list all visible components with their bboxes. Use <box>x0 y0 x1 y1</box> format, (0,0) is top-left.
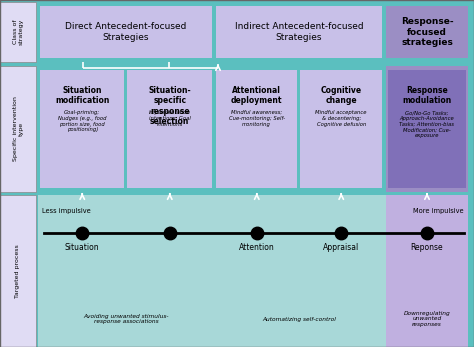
Text: More impulsive: More impulsive <box>413 208 464 214</box>
Text: Cognitive
change: Cognitive change <box>321 86 362 105</box>
FancyBboxPatch shape <box>40 6 212 58</box>
Text: Mindful acceptance
& decentering;
Cognitive defusion: Mindful acceptance & decentering; Cognit… <box>316 110 367 127</box>
FancyBboxPatch shape <box>386 6 468 58</box>
Text: Situation
modification: Situation modification <box>55 86 109 105</box>
Text: Go/No-Go Tasks;
Approach-Avoidance
Tasks; Attention-bias
Modification; Cue-
expo: Go/No-Go Tasks; Approach-Avoidance Tasks… <box>400 110 455 138</box>
Text: Class of
strategy: Class of strategy <box>13 19 23 45</box>
Text: Specific intervention
type: Specific intervention type <box>13 96 23 161</box>
FancyBboxPatch shape <box>386 195 468 347</box>
Text: Avoiding unwanted stimulus-
response associations: Avoiding unwanted stimulus- response ass… <box>83 314 169 324</box>
FancyBboxPatch shape <box>38 66 472 192</box>
FancyBboxPatch shape <box>0 66 36 192</box>
FancyBboxPatch shape <box>388 70 466 188</box>
Text: Goal-priming;
Nudges (e.g., food
portion size, food
positioning): Goal-priming; Nudges (e.g., food portion… <box>58 110 107 133</box>
Text: Downregulating
unwanted
responses: Downregulating unwanted responses <box>404 311 450 327</box>
FancyBboxPatch shape <box>0 195 36 347</box>
FancyBboxPatch shape <box>38 2 472 62</box>
Text: Attentional
deployment: Attentional deployment <box>231 86 283 105</box>
Text: Attention: Attention <box>239 243 274 252</box>
Text: Situation-
specific
response
selection: Situation- specific response selection <box>148 86 191 126</box>
FancyBboxPatch shape <box>386 66 468 192</box>
FancyBboxPatch shape <box>301 70 382 188</box>
FancyBboxPatch shape <box>40 70 125 188</box>
Text: Less impulsive: Less impulsive <box>42 208 91 214</box>
FancyBboxPatch shape <box>38 195 386 347</box>
Text: Reponse: Reponse <box>410 243 443 252</box>
FancyBboxPatch shape <box>0 2 36 62</box>
FancyBboxPatch shape <box>128 70 212 188</box>
Text: Situation: Situation <box>65 243 100 252</box>
FancyBboxPatch shape <box>216 70 298 188</box>
Text: Appraisal: Appraisal <box>323 243 359 252</box>
Text: Indirect Antecedent-focused
Strategies: Indirect Antecedent-focused Strategies <box>235 22 363 42</box>
Text: Response-
focused
strategies: Response- focused strategies <box>401 17 453 47</box>
Text: Mindful awareness;
Cue-monitoring; Self-
monitoring: Mindful awareness; Cue-monitoring; Self-… <box>228 110 285 127</box>
Text: Response
modulation: Response modulation <box>402 86 452 105</box>
Text: Implementation
intentions; Goal
intentions: Implementation intentions; Goal intentio… <box>149 110 191 127</box>
FancyBboxPatch shape <box>216 6 382 58</box>
Text: Targeted process: Targeted process <box>16 244 20 298</box>
Text: Direct Antecedent-focused
Strategies: Direct Antecedent-focused Strategies <box>65 22 187 42</box>
Text: Automatizing self-control: Automatizing self-control <box>262 316 336 322</box>
